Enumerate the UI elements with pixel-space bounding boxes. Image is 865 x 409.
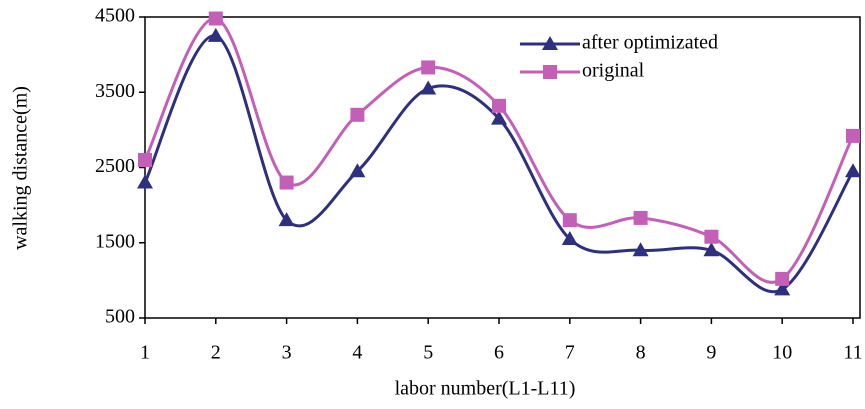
triangle-marker <box>703 242 720 257</box>
square-marker <box>704 229 719 244</box>
triangle-marker <box>774 281 791 296</box>
legend-label: after optimizated <box>582 32 718 54</box>
y-tick-label: 1500 <box>95 230 135 252</box>
triangle-marker <box>542 36 558 50</box>
square-marker <box>421 60 436 75</box>
y-tick-label: 3500 <box>95 80 135 102</box>
triangle-marker <box>207 27 224 42</box>
x-tick-label: 11 <box>843 342 862 364</box>
triangle-marker <box>349 163 366 178</box>
y-tick-label: 4500 <box>95 5 135 27</box>
y-tick-label: 500 <box>105 306 135 328</box>
x-tick-label: 5 <box>423 342 433 364</box>
x-axis-label: labor number(L1-L11) <box>395 378 576 400</box>
x-tick-label: 3 <box>282 342 292 364</box>
triangle-marker <box>491 110 507 125</box>
square-marker <box>543 65 557 79</box>
x-tick-label: 8 <box>636 342 646 364</box>
x-tick-label: 2 <box>211 342 221 364</box>
square-marker <box>775 271 790 286</box>
square-marker <box>208 11 223 26</box>
square-marker <box>562 213 577 228</box>
square-marker <box>279 175 294 190</box>
series-line <box>143 17 855 284</box>
x-tick-label: 1 <box>140 342 150 364</box>
square-marker <box>492 98 506 113</box>
x-tick-label: 6 <box>494 342 504 364</box>
legend-label: original <box>582 60 645 82</box>
triangle-marker <box>845 163 861 178</box>
square-marker <box>633 210 648 225</box>
triangle-marker <box>278 212 295 227</box>
triangle-marker <box>420 80 437 95</box>
x-tick-label: 4 <box>352 342 362 364</box>
x-tick-label: 9 <box>706 342 716 364</box>
x-tick-label: 7 <box>565 342 575 364</box>
x-tick-label: 10 <box>772 342 792 364</box>
triangle-marker <box>561 230 578 245</box>
square-marker <box>846 128 860 143</box>
triangle-marker <box>632 242 649 257</box>
square-marker <box>138 152 152 167</box>
y-axis-label: walking distance(m) <box>10 86 32 250</box>
y-tick-label: 2500 <box>95 155 135 177</box>
series-line <box>143 34 855 294</box>
square-marker <box>350 107 365 122</box>
triangle-marker <box>137 174 153 189</box>
